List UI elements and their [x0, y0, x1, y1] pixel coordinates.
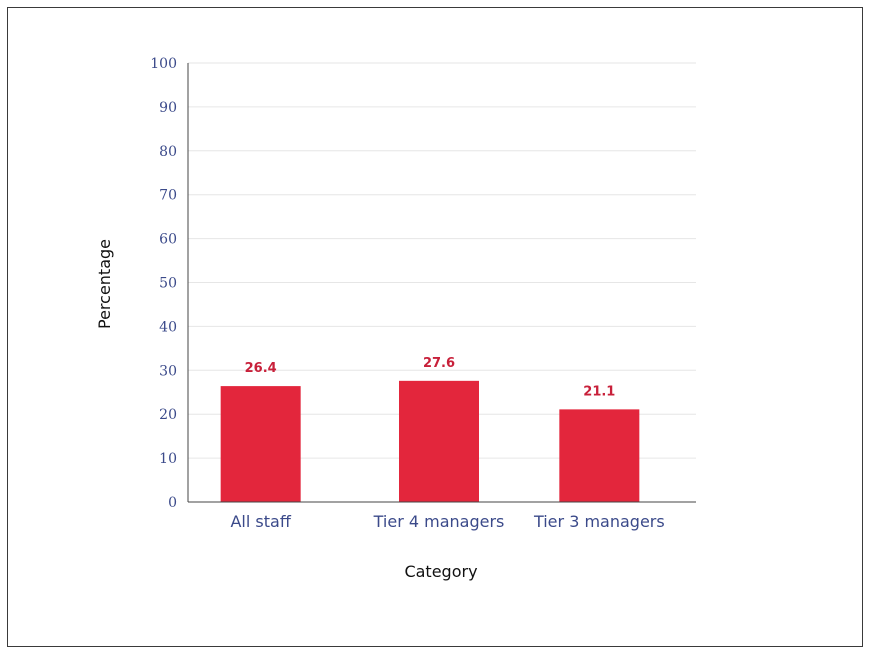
bar	[220, 386, 301, 502]
y-tick-label: 0	[168, 495, 177, 511]
y-tick-label: 100	[150, 56, 177, 72]
x-axis-title: Category	[404, 562, 477, 581]
value-labels: 26.4 27.6 21.1	[245, 356, 616, 400]
x-tick-label: Tier 3 managers	[533, 512, 665, 531]
bar-value-label: 21.1	[583, 384, 615, 399]
y-tick-label: 50	[159, 276, 177, 292]
y-tick-label: 40	[159, 319, 177, 335]
bar-value-label: 27.6	[423, 356, 455, 371]
y-tick-label: 10	[159, 451, 177, 467]
y-axis-title: Percentage	[95, 239, 114, 329]
chart-frame	[7, 7, 863, 647]
y-tick-label: 60	[159, 232, 177, 248]
bar-chart: 0 10 20 30 40 50 60 70 80 90 100 26.4 27.6 21.1 All …	[95, 56, 696, 581]
bar	[399, 380, 479, 502]
y-tick-label: 20	[159, 407, 177, 423]
y-tick-label: 90	[159, 100, 177, 116]
y-axis-ticks: 0 10 20 30 40 50 60 70 80 90 100	[150, 56, 177, 511]
y-tick-label: 80	[159, 144, 177, 160]
x-tick-label: All staff	[230, 512, 291, 531]
y-tick-label: 70	[159, 188, 177, 204]
bar	[559, 409, 640, 502]
x-axis-tick-labels: All staff Tier 4 managers Tier 3 managers	[230, 512, 664, 531]
x-tick-label: Tier 4 managers	[373, 512, 505, 531]
bars	[220, 380, 640, 502]
y-tick-label: 30	[159, 363, 177, 379]
bar-value-label: 26.4	[245, 361, 277, 376]
